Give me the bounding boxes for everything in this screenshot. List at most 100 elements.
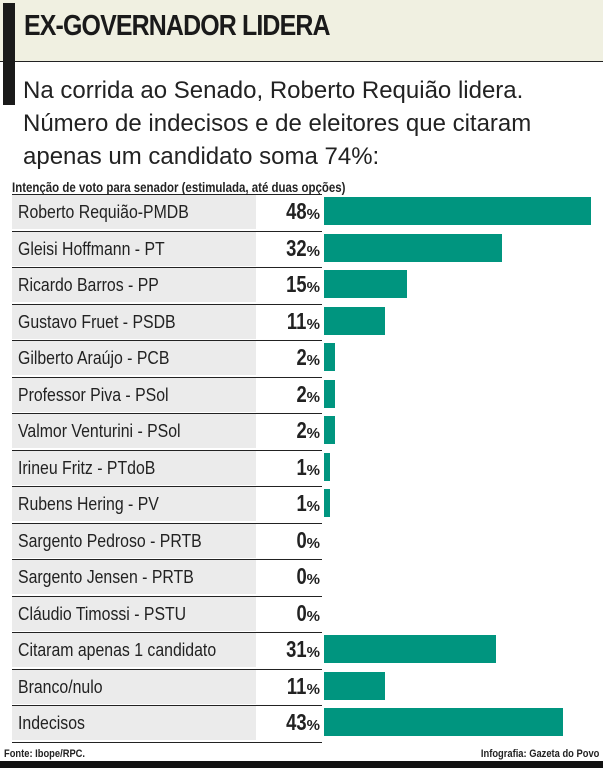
bar-row: Valmor Venturini - PSol 2%	[12, 413, 603, 449]
value-number: 0	[296, 599, 307, 626]
value-number: 0	[296, 526, 307, 553]
unit-label: %	[306, 315, 320, 333]
value-number: 1	[296, 490, 307, 516]
bar	[324, 416, 336, 444]
bar-row: Citaram apenas 1 candidato 31%	[12, 632, 603, 668]
bar	[324, 197, 591, 225]
bar-row: Ricardo Barros - PP 15%	[12, 267, 603, 303]
data-label: 2%	[256, 376, 322, 412]
value-number: 0	[296, 563, 307, 589]
unit-label: %	[306, 206, 320, 223]
subtitle: Na corrida ao Senado, Roberto Requião li…	[23, 77, 532, 170]
bar	[324, 343, 336, 371]
bar	[324, 379, 336, 408]
value-number: 11	[287, 307, 307, 334]
bar-row: Roberto Requião-PMDB 48%	[12, 194, 603, 230]
bar-row: Sargento Jensen - PRTB 0%	[12, 559, 603, 595]
category-text: Sargento Jensen - PRTB	[18, 567, 194, 587]
bar-row: Irineu Fritz - PTdoB 1%	[12, 449, 603, 486]
data-label: 2%	[256, 413, 322, 448]
unit-label: %	[306, 498, 320, 515]
accent-bar	[3, 3, 15, 105]
category-text: Gilberto Araújo - PCB	[18, 348, 170, 368]
category-label: Sargento Pedroso - PRTB	[12, 522, 256, 558]
category-text: Irineu Fritz - PTdoB	[18, 457, 156, 478]
category-text: Rubens Hering - PV	[18, 494, 159, 514]
unit-label: %	[306, 534, 320, 552]
bar	[324, 671, 386, 700]
category-text: Branco/nulo	[18, 676, 103, 697]
bar-row: Professor Piva - PSol 2%	[12, 376, 603, 413]
category-text: Valmor Venturini - PSol	[18, 421, 181, 441]
category-label: Gilberto Araújo - PCB	[12, 340, 256, 375]
divider	[12, 742, 322, 743]
category-text: Citaram apenas 1 candidato	[18, 640, 217, 660]
unit-label: %	[306, 680, 320, 698]
bar-row: Cláudio Timossi - PSTU 0%	[12, 595, 603, 632]
unit-label: %	[306, 388, 320, 406]
bar	[324, 270, 408, 298]
bar	[324, 708, 564, 736]
category-label: Citaram apenas 1 candidato	[12, 632, 256, 667]
bar	[324, 489, 330, 517]
category-label: Roberto Requião-PMDB	[12, 194, 256, 229]
data-label: 0%	[256, 595, 322, 631]
category-label: Rubens Hering - PV	[12, 486, 256, 521]
bar-row: Rubens Hering - PV 1%	[12, 486, 603, 522]
unit-label: %	[306, 717, 320, 734]
bar	[324, 452, 330, 481]
data-label: 0%	[256, 559, 322, 594]
unit-label: %	[306, 607, 320, 625]
category-label: Gleisi Hoffmann - PT	[12, 230, 256, 266]
unit-label: %	[306, 571, 320, 588]
value-number: 2	[296, 344, 307, 370]
category-text: Roberto Requião-PMDB	[18, 202, 189, 222]
bar-row: Gustavo Fruet - PSDB 11%	[12, 303, 603, 340]
unit-label: %	[306, 461, 320, 479]
title-band	[0, 0, 603, 62]
data-label: 0%	[256, 522, 322, 558]
bar-row: Branco/nulo 11%	[12, 668, 603, 705]
category-label: Indecisos	[12, 705, 256, 740]
value-number: 32	[286, 234, 307, 261]
value-number: 15	[286, 271, 307, 297]
value-number: 1	[296, 453, 307, 480]
category-label: Ricardo Barros - PP	[12, 267, 256, 302]
chart-title: Intenção de voto para senador (estimulad…	[12, 180, 346, 195]
category-label: Branco/nulo	[12, 668, 256, 704]
bar	[324, 233, 502, 262]
bar-row: Sargento Pedroso - PRTB 0%	[12, 522, 603, 559]
unit-label: %	[306, 644, 320, 661]
category-label: Gustavo Fruet - PSDB	[12, 303, 256, 339]
category-text: Indecisos	[18, 713, 85, 733]
category-text: Sargento Pedroso - PRTB	[18, 530, 202, 551]
data-label: 1%	[256, 449, 322, 485]
bar-row: Indecisos 43%	[12, 705, 603, 741]
data-label: 15%	[256, 267, 322, 302]
unit-label: %	[306, 242, 320, 260]
bar	[324, 635, 497, 663]
data-label: 11%	[256, 303, 322, 339]
source-note: Fonte: Ibope/RPC.	[4, 748, 86, 760]
bar-row: Gilberto Araújo - PCB 2%	[12, 340, 603, 376]
data-label: 48%	[256, 194, 322, 229]
value-number: 2	[296, 380, 307, 407]
category-label: Irineu Fritz - PTdoB	[12, 449, 256, 485]
data-label: 43%	[256, 705, 322, 740]
credit-note: Infografia: Gazeta do Povo	[480, 748, 599, 760]
data-label: 2%	[256, 340, 322, 375]
unit-label: %	[306, 279, 320, 296]
category-text: Cláudio Timossi - PSTU	[18, 603, 187, 624]
category-text: Ricardo Barros - PP	[18, 275, 159, 295]
page-title: EX-GOVERNADOR LIDERA	[24, 10, 331, 42]
value-number: 43	[286, 709, 307, 735]
data-label: 11%	[256, 668, 322, 704]
unit-label: %	[306, 425, 320, 442]
category-text: Gleisi Hoffmann - PT	[18, 238, 165, 259]
value-number: 48	[286, 198, 307, 224]
category-label: Professor Piva - PSol	[12, 376, 256, 412]
data-label: 32%	[256, 230, 322, 266]
bar-row: Gleisi Hoffmann - PT 32%	[12, 230, 603, 267]
category-text: Professor Piva - PSol	[18, 384, 169, 405]
